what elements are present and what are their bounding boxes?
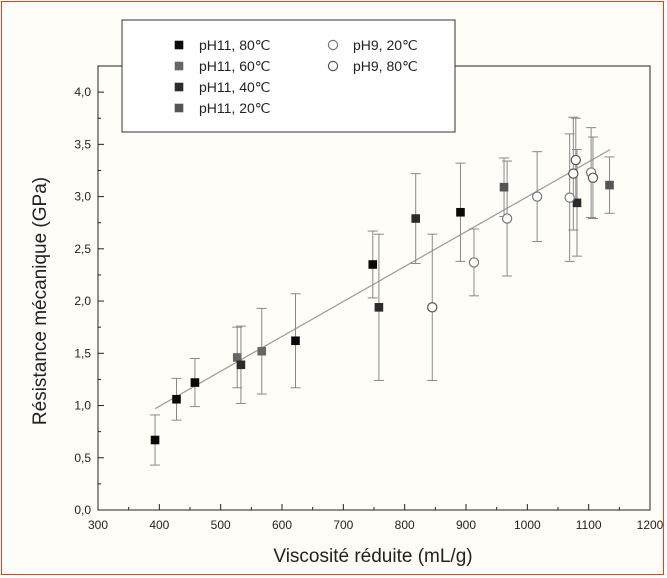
legend-marker	[174, 103, 184, 113]
x-tick-label: 300	[88, 518, 108, 532]
x-tick-label: 1200	[637, 518, 664, 532]
legend-marker	[174, 61, 184, 71]
fit-line-group	[154, 149, 611, 410]
x-tick-label: 1000	[514, 518, 541, 532]
x-tick-label: 900	[456, 518, 476, 532]
legend-label: pH9, 80℃	[353, 58, 418, 74]
legend-label: pH11, 80℃	[199, 37, 271, 53]
x-tick-label: 800	[395, 518, 415, 532]
y-tick-label: 4,0	[74, 85, 91, 99]
data-point	[572, 198, 582, 208]
plot-area	[97, 65, 651, 511]
data-point	[374, 303, 384, 312]
x-axis-title: Viscosité réduite (mL/g)	[273, 546, 472, 567]
data-points	[150, 154, 614, 445]
data-point	[257, 346, 267, 356]
y-tick-label: 1,0	[74, 399, 91, 413]
x-tick-label: 400	[149, 518, 169, 532]
y-tick-label: 3,0	[74, 190, 91, 204]
data-point	[150, 435, 160, 445]
data-point	[236, 360, 246, 370]
fit-line	[154, 149, 611, 410]
y-tick-label: 3,5	[74, 137, 91, 151]
legend-box	[121, 19, 456, 133]
data-point	[568, 168, 579, 179]
data-point	[456, 207, 465, 217]
legend-label: pH11, 60℃	[199, 58, 271, 74]
legend-marker	[327, 60, 339, 72]
legend-label: pH11, 20℃	[199, 100, 271, 116]
data-point	[531, 191, 543, 202]
plot-frame	[97, 65, 651, 511]
y-tick-label: 2,5	[74, 242, 91, 256]
x-tick-label: 600	[272, 518, 292, 532]
data-point	[368, 260, 378, 269]
data-point	[232, 353, 242, 362]
error-bars	[150, 116, 615, 466]
legend-marker	[327, 39, 339, 51]
legend: pH11, 80℃ pH11, 60℃ pH11, 40℃ pH11, 20℃ pH9,…	[121, 19, 456, 133]
legend-label: pH11, 40℃	[199, 79, 271, 95]
y-tick-label: 0,0	[74, 503, 91, 517]
x-tick-label: 1100	[576, 518, 602, 532]
axis-ticks: 300 400 500 600 700 800 900 1000 1100 1200 0,0 0,5 1…	[74, 85, 663, 532]
x-tick-label: 500	[211, 518, 231, 532]
y-tick-label: 0,5	[74, 451, 91, 465]
data-point	[468, 257, 480, 268]
data-point	[564, 192, 575, 203]
data-point	[605, 180, 614, 190]
y-tick-label: 2,0	[74, 294, 91, 308]
legend-marker	[174, 82, 184, 92]
legend-label: pH9, 20℃	[353, 37, 418, 53]
data-point	[501, 213, 513, 224]
y-tick-label: 1,5	[74, 346, 91, 360]
data-point	[411, 214, 421, 223]
data-point	[172, 394, 181, 404]
data-point	[427, 302, 438, 313]
data-point	[587, 172, 599, 183]
data-point	[570, 154, 581, 166]
y-axis-title: Résistance mécanique (GPa)	[30, 177, 51, 425]
data-point	[291, 336, 300, 346]
legend-marker	[174, 40, 184, 50]
x-tick-label: 700	[333, 518, 353, 532]
data-point	[190, 378, 200, 387]
data-point	[499, 182, 509, 192]
